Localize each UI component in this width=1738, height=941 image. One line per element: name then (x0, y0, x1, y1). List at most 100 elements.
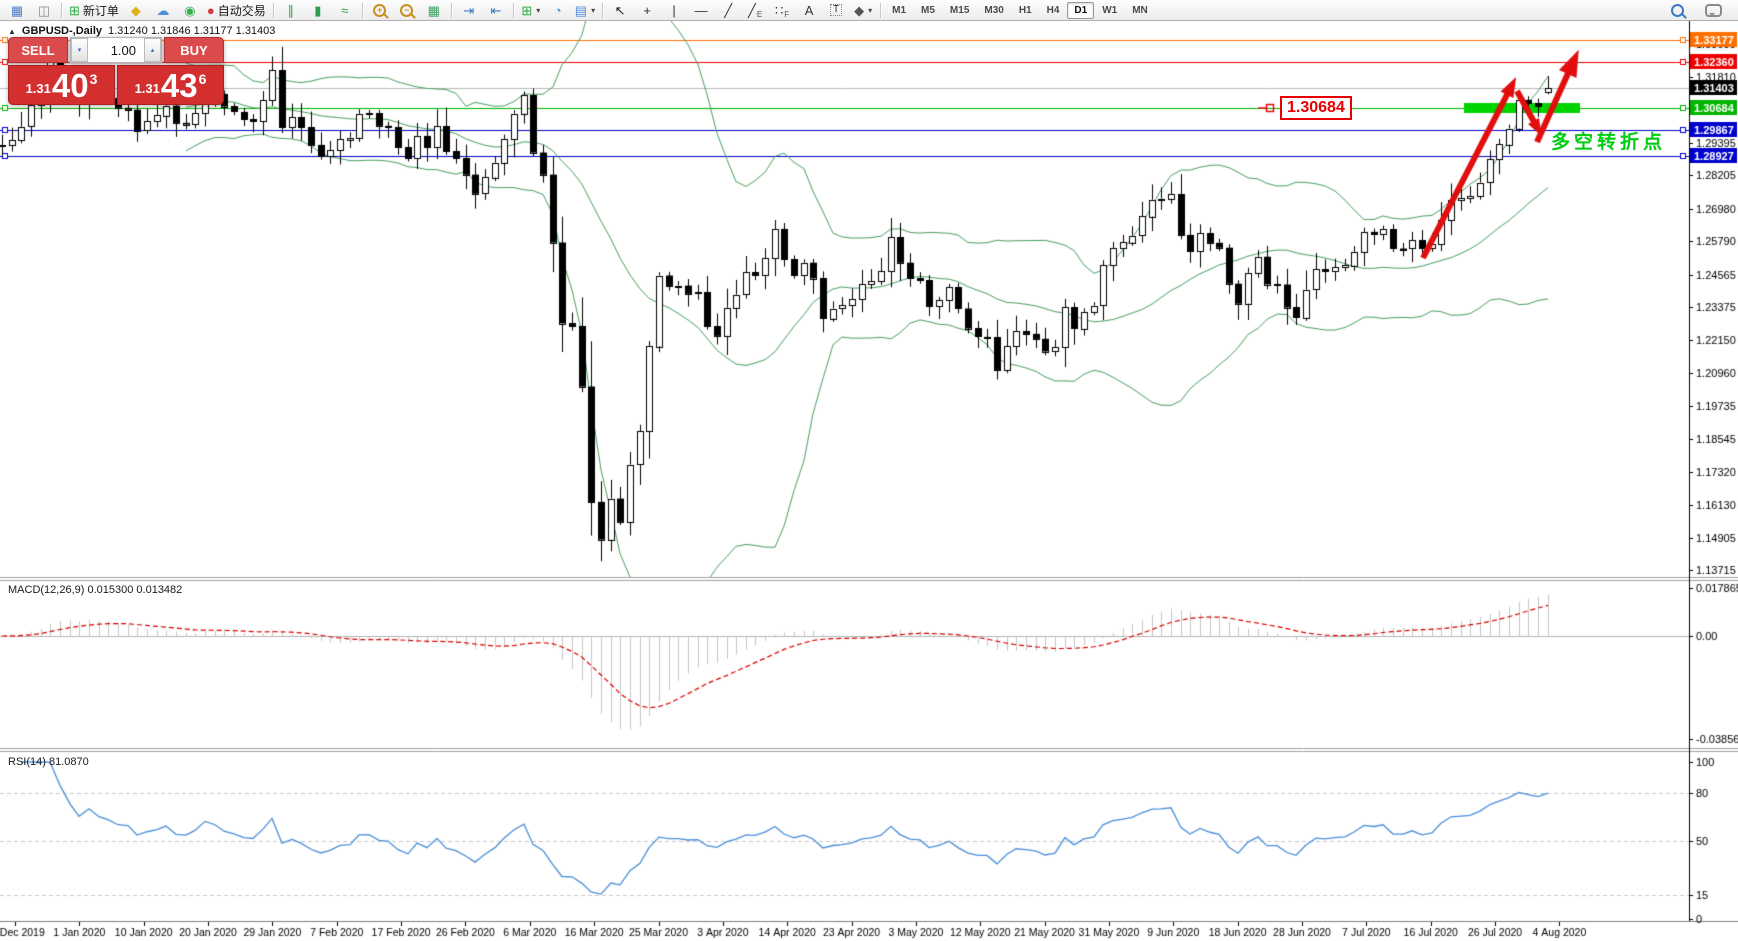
panel-collapse-arrow[interactable]: ▲ (8, 27, 16, 36)
toolbar-separator (602, 2, 604, 18)
zoom-out-button[interactable] (394, 1, 420, 19)
timeframe-button-w1[interactable]: W1 (1102, 4, 1118, 16)
new-order-button[interactable]: ⊞ 新订单 (66, 1, 122, 19)
text-icon[interactable]: A (796, 1, 822, 19)
chart-window-icon-glyph: ▦ (10, 2, 24, 18)
timeframe-button-m1[interactable]: M1 (892, 4, 907, 16)
trendline-icon[interactable]: ╱ (715, 1, 741, 19)
sell-button[interactable]: SELL (8, 37, 68, 63)
main-toolbar: ▦◫⊞新订单◆☁◉●自动交易∥▮≈▦⇥⇤⊞▾◔▤▾↖+|—╱╱E∷FAT◆▾M1… (0, 0, 1738, 21)
buy-price-big: 43 (160, 66, 198, 104)
label-icon-glyph: T (830, 4, 843, 16)
clock-icon-glyph: ◔ (553, 2, 562, 18)
chat-button-glyph (1704, 3, 1722, 17)
timeframe-button-m15[interactable]: M15 (949, 4, 970, 16)
toolbar-separator (450, 2, 452, 18)
toolbar-separator (512, 2, 514, 18)
autotrading-button-glyph: ● (206, 2, 215, 18)
zoom-in-button[interactable] (367, 1, 393, 19)
shapes-button-glyph: ◆ (854, 2, 865, 18)
shapes-button[interactable]: ◆ ▾ (850, 1, 876, 19)
new-chart-button-glyph: ⊞ (521, 2, 533, 18)
timeframe-button-m5[interactable]: M5 (921, 4, 935, 16)
volume-increase-button[interactable]: ▴ (144, 38, 161, 62)
volume-input[interactable] (88, 38, 144, 62)
crosshair-icon[interactable]: + (634, 1, 660, 19)
sell-price-big: 40 (51, 66, 89, 104)
profiles-icon-glyph: ◫ (37, 2, 51, 18)
buy-price-box[interactable]: 1.31 43 6 (117, 65, 224, 105)
new-chart-button-caret[interactable]: ▾ (536, 5, 541, 15)
autotrading-button-label: 自动交易 (217, 3, 266, 18)
volume-stepper: ▾ ▴ (70, 37, 162, 63)
timeframe-button-mn[interactable]: MN (1132, 4, 1148, 16)
channel-icon-glyph: ╱ (748, 2, 756, 18)
timeframe-button-d1[interactable]: D1 (1067, 1, 1095, 19)
toolbar-separator (272, 2, 274, 18)
market-icon[interactable]: ◆ (123, 1, 149, 19)
cursor-icon[interactable]: ↖ (607, 1, 633, 19)
timeframe-button-h1[interactable]: H1 (1018, 4, 1032, 16)
profiles-icon[interactable]: ◫ (31, 1, 57, 19)
bar-chart-icon[interactable]: ∥ (278, 1, 304, 19)
sell-price-base: 1.31 (25, 81, 51, 96)
line-chart-icon[interactable]: ≈ (332, 1, 358, 19)
tile-windows-icon-glyph: ▦ (427, 2, 440, 18)
new-order-button-label: 新订单 (82, 3, 119, 18)
candle-chart-icon-glyph: ▮ (314, 2, 322, 18)
chart-shift-icon[interactable]: ⇤ (483, 1, 509, 19)
toolbar-separator (880, 2, 882, 18)
buy-button[interactable]: BUY (164, 37, 224, 63)
signals-icon[interactable]: ◉ (177, 1, 203, 19)
buy-price-base: 1.31 (134, 81, 160, 96)
crosshair-icon-glyph: + (643, 2, 651, 18)
fibonacci-icon[interactable]: ∷ F (769, 1, 795, 20)
chart-window-icon[interactable]: ▦ (4, 1, 30, 19)
new-chart-button[interactable]: ⊞ ▾ (518, 1, 544, 19)
clock-icon[interactable]: ◔ (545, 1, 571, 19)
price-chart-canvas[interactable] (0, 21, 1738, 941)
autotrading-button[interactable]: ● 自动交易 (204, 1, 269, 19)
search-button-glyph (1670, 3, 1684, 17)
search-button[interactable] (1664, 1, 1690, 19)
turning-point-annotation: 多空转折点 (1551, 132, 1667, 153)
support-level-label: 1.30684 (1280, 96, 1352, 120)
rsi-indicator-label: RSI(14) 81.0870 (8, 756, 89, 768)
fibonacci-icon-glyph: ∷ (775, 2, 784, 18)
auto-scroll-icon-glyph: ⇥ (463, 2, 475, 18)
cursor-icon-glyph: ↖ (614, 2, 626, 18)
market-icon-glyph: ◆ (130, 2, 141, 18)
zoom-in-button-glyph (373, 3, 387, 17)
channel-icon-sub: E (756, 10, 763, 19)
channel-icon[interactable]: ╱ E (742, 1, 768, 20)
timeframe-button-h4[interactable]: H4 (1046, 4, 1060, 16)
horizontal-line-icon-glyph: — (694, 2, 708, 18)
sell-price-box[interactable]: 1.31 40 3 (8, 65, 115, 105)
fibonacci-icon-sub: F (784, 10, 790, 19)
label-icon[interactable]: T (823, 1, 849, 19)
macd-indicator-label: MACD(12,26,9) 0.015300 0.013482 (8, 584, 183, 596)
horizontal-line-icon[interactable]: — (688, 1, 714, 19)
shapes-button-caret[interactable]: ▾ (868, 5, 873, 15)
chart-template-icon[interactable]: ▤ ▾ (572, 1, 598, 19)
toolbar-separator (61, 2, 62, 18)
timeframe-button-m30[interactable]: M30 (984, 4, 1004, 16)
chart-template-icon-caret[interactable]: ▾ (591, 5, 596, 15)
chart-template-icon-glyph: ▤ (574, 2, 588, 18)
chart-title: ▲ GBPUSD-,Daily 1.31240 1.31846 1.31177 … (8, 25, 275, 37)
toolbar-separator (361, 2, 363, 18)
signals-icon-glyph: ◉ (184, 2, 196, 18)
bar-chart-icon-glyph: ∥ (287, 2, 295, 18)
community-icon[interactable]: ☁ (150, 1, 176, 19)
candle-chart-icon[interactable]: ▮ (305, 1, 331, 19)
trendline-icon-glyph: ╱ (724, 2, 733, 18)
tile-windows-icon[interactable]: ▦ (421, 1, 447, 19)
sell-price-sup: 3 (89, 71, 98, 87)
vertical-line-icon-glyph: | (672, 2, 676, 18)
auto-scroll-icon[interactable]: ⇥ (456, 1, 482, 19)
vertical-line-icon[interactable]: | (661, 1, 687, 19)
chat-button[interactable] (1700, 1, 1726, 19)
volume-decrease-button[interactable]: ▾ (71, 38, 88, 62)
